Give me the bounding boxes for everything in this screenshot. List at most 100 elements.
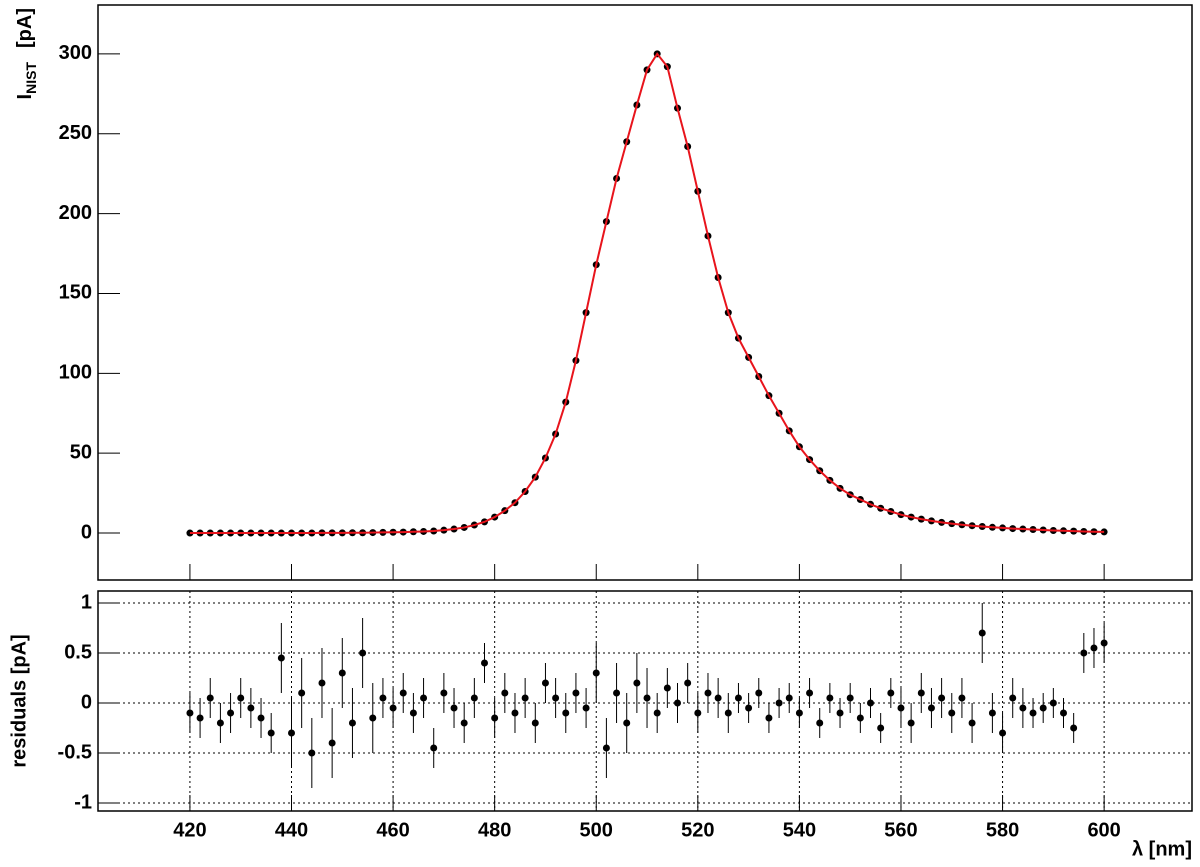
data-point (430, 744, 438, 752)
data-point (481, 659, 489, 667)
y-tick-label: 300 (59, 42, 92, 64)
plot-frame (97, 4, 1193, 581)
y-title-main: I (14, 94, 36, 100)
data-point (816, 719, 824, 727)
data-point (1060, 709, 1068, 717)
data-point (491, 714, 499, 722)
data-point (734, 694, 742, 702)
data-point (724, 709, 732, 717)
data-point (1009, 694, 1017, 702)
data-point (511, 709, 519, 717)
data-point (359, 649, 367, 657)
data-point (470, 694, 478, 702)
data-point (663, 684, 671, 692)
data-point (318, 679, 326, 687)
data-point (704, 689, 712, 697)
data-point (257, 714, 265, 722)
data-point (602, 744, 610, 752)
data-point (978, 629, 986, 637)
data-point (775, 699, 783, 707)
data-point (582, 704, 590, 712)
data-point (643, 694, 651, 702)
data-point (247, 704, 255, 712)
data-point (379, 694, 387, 702)
data-point (450, 704, 458, 712)
data-point (409, 709, 417, 717)
data-point (521, 694, 529, 702)
y-tick-label: 200 (59, 202, 92, 224)
x-tick-label: 540 (783, 819, 816, 841)
x-tick-label: 520 (681, 819, 714, 841)
data-point (795, 709, 803, 717)
data-point (948, 709, 956, 717)
data-point (237, 694, 245, 702)
data-point (856, 714, 864, 722)
x-axis-title: λ [nm] (1132, 838, 1192, 860)
data-point (501, 689, 509, 697)
fit-line (189, 52, 1105, 535)
data-point (1100, 639, 1108, 647)
data-point (633, 679, 641, 687)
y-title-unit: [pA] (14, 8, 36, 48)
data-point (877, 724, 885, 732)
data-point (328, 739, 336, 747)
data-point (755, 689, 763, 697)
y-axis-title: residuals [pA] (8, 634, 30, 767)
y-tick-label: 1 (81, 591, 92, 613)
y-tick-label: 0 (81, 691, 92, 713)
data-point (988, 709, 996, 717)
data-point (308, 749, 316, 757)
data-point (1090, 644, 1098, 652)
data-point (572, 689, 580, 697)
y-axis-title: INIST [pA] (14, 8, 38, 99)
data-point (613, 689, 621, 697)
data-point (420, 694, 428, 702)
data-point (927, 704, 935, 712)
data-point (765, 714, 773, 722)
data-point (592, 669, 600, 677)
data-point (887, 689, 895, 697)
data-point (806, 689, 814, 697)
plot-frame (97, 590, 1193, 812)
data-point (958, 694, 966, 702)
y-tick-label: 0 (81, 521, 92, 543)
data-point (216, 719, 224, 727)
data-point (206, 694, 214, 702)
data-point (917, 689, 925, 697)
x-tick-label: 500 (580, 819, 613, 841)
data-point (1080, 649, 1088, 657)
data-point (867, 699, 875, 707)
data-point (348, 719, 356, 727)
data-point (369, 714, 377, 722)
x-tick-label: 420 (173, 819, 206, 841)
data-point (1029, 709, 1037, 717)
data-point (552, 694, 560, 702)
data-point (531, 719, 539, 727)
data-point (440, 689, 448, 697)
data-point (684, 679, 692, 687)
data-point (1049, 699, 1057, 707)
x-tick-label: 440 (275, 819, 308, 841)
data-point (186, 709, 194, 717)
x-tick-label: 580 (986, 819, 1019, 841)
data-point (907, 719, 915, 727)
data-point (897, 704, 905, 712)
x-tick-label: 480 (478, 819, 511, 841)
data-point (968, 719, 976, 727)
data-point (745, 704, 753, 712)
data-point (653, 709, 661, 717)
data-point (836, 709, 844, 717)
y-tick-label: 50 (70, 441, 92, 463)
data-point (1070, 724, 1078, 732)
data-point (541, 679, 549, 687)
y-tick-label: 0.5 (64, 641, 92, 663)
data-point (694, 709, 702, 717)
data-point (389, 704, 397, 712)
y-tick-label: 150 (59, 282, 92, 304)
data-point (826, 694, 834, 702)
data-point (267, 729, 275, 737)
data-point (562, 709, 570, 717)
y-tick-label: -0.5 (58, 741, 92, 763)
